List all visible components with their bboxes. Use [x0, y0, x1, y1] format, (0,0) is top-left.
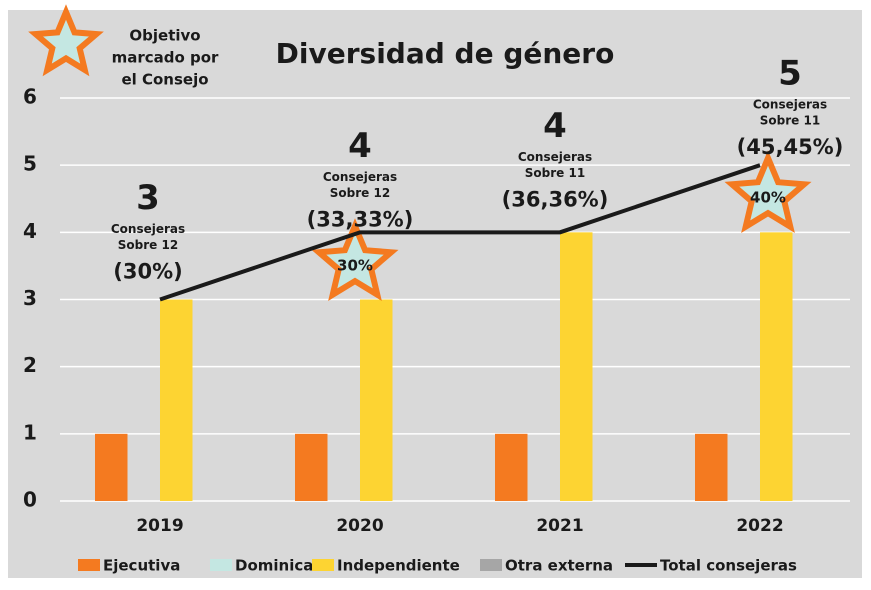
target-label: 30%: [337, 257, 373, 275]
legend-swatch: [210, 559, 232, 571]
legend-label: Dominical: [235, 557, 319, 575]
annotation-line: Consejeras: [518, 150, 592, 164]
annotation-ratio: (45,45%): [737, 135, 844, 159]
y-tick-label: 5: [23, 152, 37, 176]
bar: [360, 299, 393, 501]
x-tick-label: 2022: [736, 516, 783, 536]
target-legend-text: el Consejo: [121, 71, 208, 89]
bar: [760, 232, 793, 502]
y-tick-label: 4: [23, 219, 37, 243]
annotation-ratio: (30%): [113, 260, 182, 284]
bar: [495, 433, 528, 501]
data-label: 4: [348, 126, 372, 166]
y-tick-label: 1: [23, 420, 37, 444]
data-label: 5: [778, 54, 802, 94]
legend-swatch: [480, 559, 502, 571]
legend-swatch: [312, 559, 334, 571]
data-label: 3: [136, 178, 160, 218]
annotation-line: Sobre 12: [118, 238, 178, 252]
target-star: [311, 218, 399, 302]
target-star: [724, 150, 812, 234]
target-legend-text: marcado por: [112, 49, 219, 67]
annotation-line: Sobre 11: [760, 114, 820, 128]
legend-swatch: [78, 559, 100, 571]
target-legend-text: Objetivo: [129, 27, 200, 45]
annotation-line: Consejeras: [323, 170, 397, 184]
line: [159, 163, 761, 302]
legend-label: Total consejeras: [660, 557, 797, 575]
y-tick-label: 3: [23, 286, 37, 310]
bar: [695, 433, 728, 501]
annotation-line: Sobre 11: [525, 166, 585, 180]
bar: [95, 433, 128, 501]
y-tick-label: 2: [23, 353, 37, 377]
legend-label: Ejecutiva: [103, 557, 180, 575]
annotation-line: Consejeras: [753, 98, 827, 112]
annotation-line: Consejeras: [111, 222, 185, 236]
bar: [160, 299, 193, 501]
legend-label: Otra externa: [505, 557, 613, 575]
chart-background: [8, 10, 862, 578]
bar: [560, 232, 593, 502]
x-tick-label: 2021: [536, 516, 583, 536]
bar: [295, 433, 328, 501]
y-tick-label: 6: [23, 85, 37, 109]
annotation-ratio: (33,33%): [307, 207, 414, 231]
chart-title: Diversidad de género: [276, 37, 615, 70]
target-label: 40%: [750, 189, 786, 207]
annotation-line: Sobre 12: [330, 186, 390, 200]
data-label: 4: [543, 106, 567, 146]
legend-label: Independiente: [337, 557, 460, 575]
legend-star: [28, 4, 104, 77]
y-tick-label: 0: [23, 488, 37, 512]
annotation-ratio: (36,36%): [502, 187, 609, 211]
x-tick-label: 2020: [336, 516, 383, 536]
x-tick-label: 2019: [136, 516, 183, 536]
